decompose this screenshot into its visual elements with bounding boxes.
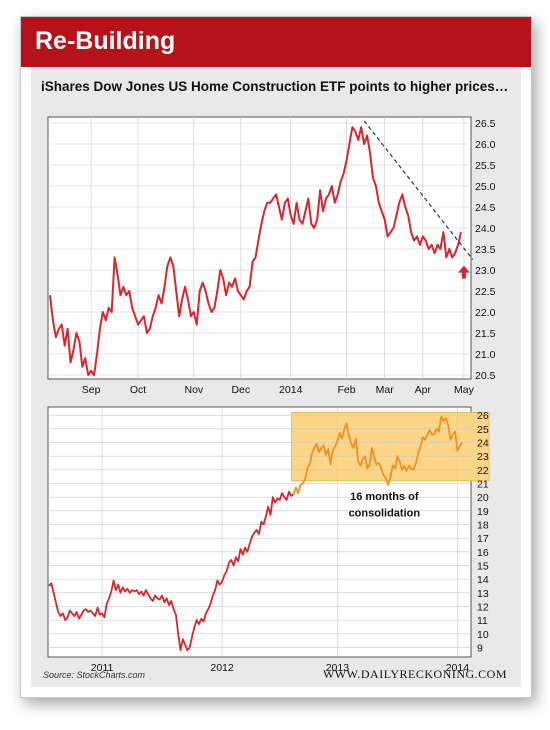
page-title: Re-Building xyxy=(35,27,176,55)
top-x-tick-label: Feb xyxy=(337,384,355,396)
top-y-tick-label: 22.0 xyxy=(475,307,496,319)
bottom-x-tick-label: 2012 xyxy=(210,662,234,674)
bottom-y-tick-label: 15 xyxy=(477,560,489,572)
bottom-x-tick-label: 2011 xyxy=(91,662,114,674)
bottom-y-tick-label: 26 xyxy=(477,410,489,422)
bottom-y-tick-label: 17 xyxy=(477,533,489,545)
top-y-tick-label: 24.5 xyxy=(475,202,496,214)
chart-area: iShares Dow Jones US Home Construction E… xyxy=(31,67,521,687)
chart-card: Re-Building iShares Dow Jones US Home Co… xyxy=(20,16,532,698)
top-plot-frame xyxy=(47,116,472,380)
bottom-y-tick-label: 24 xyxy=(477,438,489,450)
top-x-tick-label: 2014 xyxy=(279,384,303,396)
top-trendline xyxy=(363,120,474,260)
bottom-y-tick-label: 18 xyxy=(477,519,489,531)
top-y-tick-label: 26.5 xyxy=(475,118,496,130)
top-series-line xyxy=(49,126,462,376)
bottom-x-tick-label: 2014 xyxy=(446,662,470,674)
top-y-tick-label: 21.5 xyxy=(475,328,496,340)
bottom-y-tick-label: 10 xyxy=(477,629,489,641)
header-bar: Re-Building xyxy=(21,17,531,67)
top-y-tick-label: 25.0 xyxy=(475,181,496,193)
bottom-y-tick-label: 11 xyxy=(477,615,488,627)
charts-svg: Sep Oct Nov Dec 2014 Feb Mar Apr May20.521.021.5… xyxy=(47,116,496,674)
site-url: WWW.DAILYRECKONING.COM xyxy=(322,667,507,681)
bottom-y-tick-label: 25 xyxy=(477,424,489,436)
top-x-tick-label: Dec xyxy=(231,384,250,396)
top-x-tick-label: Apr xyxy=(415,384,432,396)
bottom-y-tick-label: 16 xyxy=(477,547,489,559)
top-x-tick-label: Nov xyxy=(185,384,204,396)
bottom-y-tick-label: 14 xyxy=(477,574,489,586)
top-x-tick-label: Oct xyxy=(130,384,146,396)
bottom-y-tick-label: 9 xyxy=(477,642,483,654)
top-y-tick-label: 22.5 xyxy=(475,286,496,298)
source-note: Source: StockCharts.com xyxy=(43,670,146,680)
top-y-tick-label: 23.5 xyxy=(475,244,496,256)
top-x-tick-label: Mar xyxy=(376,384,395,396)
chart-subtitle: iShares Dow Jones US Home Construction E… xyxy=(41,79,509,94)
top-y-tick-label: 24.0 xyxy=(475,223,496,235)
bottom-y-tick-label: 13 xyxy=(477,588,489,600)
consolidation-label-line1: 16 months of xyxy=(350,491,419,503)
bottom-series-line xyxy=(48,490,295,652)
top-y-tick-label: 26.0 xyxy=(475,139,496,151)
bottom-y-tick-label: 19 xyxy=(477,506,489,518)
consolidation-label-line2: consolidation xyxy=(349,507,421,519)
up-arrow-icon xyxy=(457,265,470,279)
bottom-y-tick-label: 12 xyxy=(477,601,489,613)
top-x-tick-label: Sep xyxy=(82,384,101,396)
top-y-tick-label: 20.5 xyxy=(475,370,496,382)
bottom-y-tick-label: 21 xyxy=(477,479,489,491)
bottom-series-highlight-line xyxy=(292,415,463,495)
bottom-x-tick-label: 2013 xyxy=(326,662,350,674)
top-x-tick-label: May xyxy=(454,384,475,396)
bottom-y-tick-label: 22 xyxy=(477,465,489,477)
top-y-tick-label: 23.0 xyxy=(475,265,496,277)
bottom-y-tick-label: 20 xyxy=(477,492,489,504)
bottom-y-tick-label: 23 xyxy=(477,451,489,463)
top-y-tick-label: 21.0 xyxy=(475,349,496,361)
top-y-tick-label: 25.5 xyxy=(475,160,496,172)
